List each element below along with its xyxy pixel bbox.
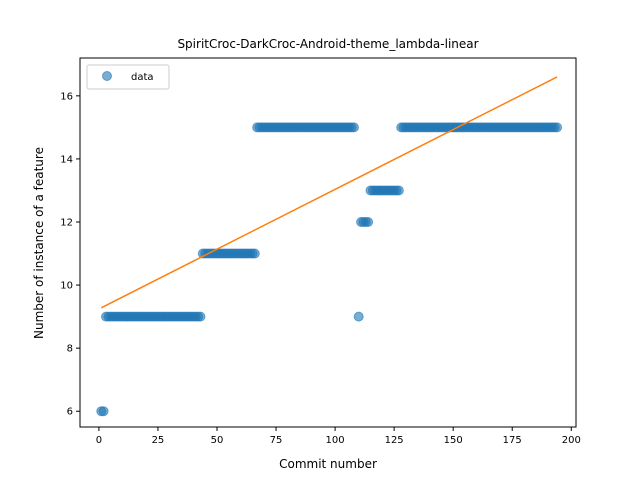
x-tick-label: 0 (96, 435, 102, 446)
x-tick-label: 50 (211, 435, 224, 446)
x-tick-label: 25 (152, 435, 165, 446)
x-axis-label: Commit number (279, 457, 377, 471)
data-point (249, 248, 260, 259)
plot-area (80, 58, 576, 427)
chart-title: SpiritCroc-DarkCroc-Android-theme_lambda… (177, 37, 478, 51)
data-point (98, 406, 109, 417)
legend-marker-data (102, 71, 112, 81)
data-point (552, 122, 563, 133)
x-tick-label: 200 (562, 435, 581, 446)
x-tick-label: 150 (444, 435, 463, 446)
x-tick-label: 175 (503, 435, 522, 446)
trend-line (100, 76, 558, 309)
legend-frame (86, 64, 170, 90)
data-point (363, 217, 374, 227)
data-point (393, 185, 404, 196)
y-axis-label: Number of instance of a feature (32, 147, 46, 339)
y-tick-label: 8 (67, 344, 73, 355)
plot-frame (79, 57, 577, 428)
y-tick-label: 14 (60, 154, 73, 165)
x-tick-label: 75 (270, 435, 283, 446)
y-tick-label: 12 (60, 218, 73, 229)
x-tick-label: 100 (326, 435, 345, 446)
data-point (195, 311, 206, 322)
data-point (353, 311, 364, 322)
y-tick-label: 16 (60, 91, 73, 102)
data-point (348, 122, 359, 133)
legend: data (86, 64, 170, 90)
legend-label-data: data (131, 72, 154, 83)
y-tick-label: 10 (60, 281, 73, 292)
x-tick-label: 125 (385, 435, 404, 446)
y-tick-label: 6 (67, 407, 73, 418)
